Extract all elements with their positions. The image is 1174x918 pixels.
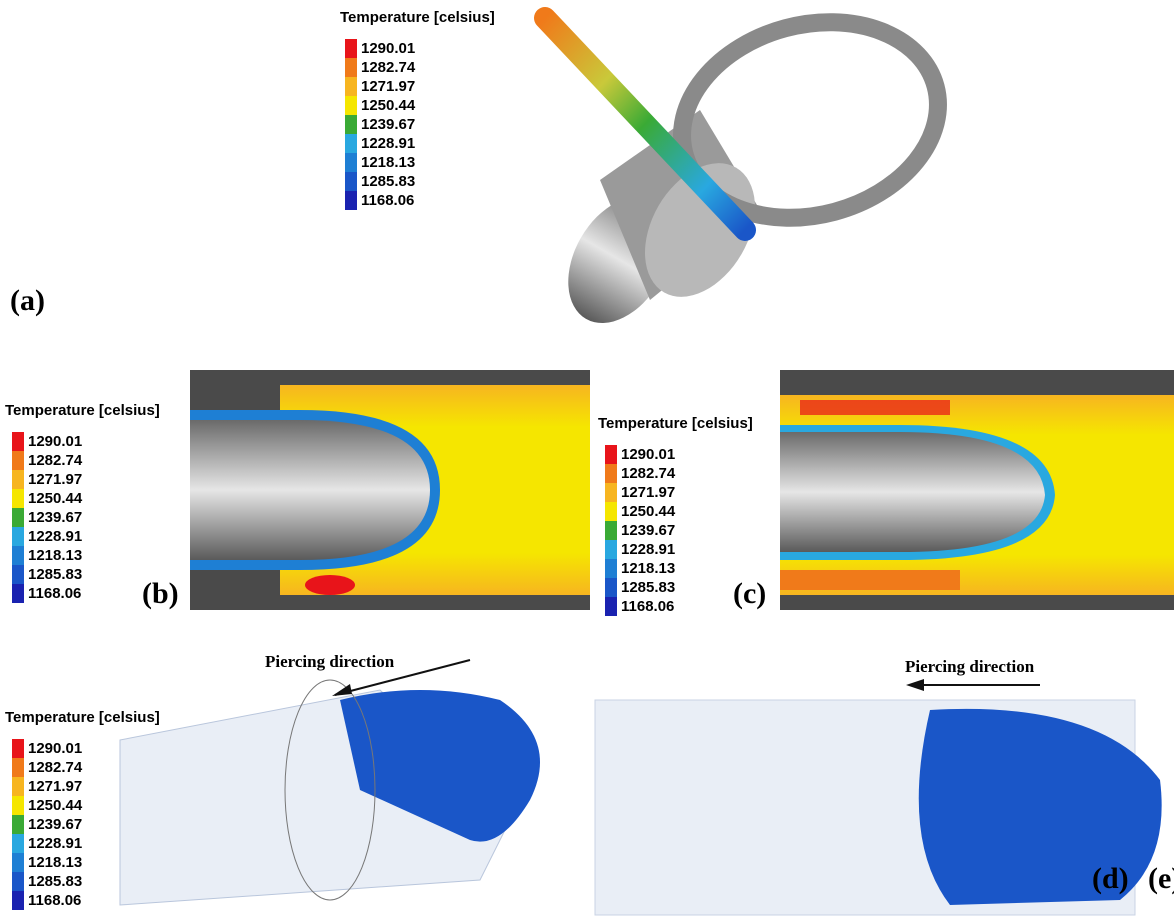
- legend-swatch: [345, 134, 357, 153]
- legend-value: 1282.74: [621, 465, 676, 482]
- legend-value: 1168.06: [361, 192, 414, 209]
- legend-value: 1239.67: [28, 509, 82, 526]
- legend-value: 1285.83: [361, 173, 415, 190]
- legend-swatch: [12, 891, 24, 910]
- legend-swatch: [12, 758, 24, 777]
- legend-value: 1290.01: [28, 433, 82, 450]
- legend-swatch: [605, 578, 617, 597]
- legend-swatch: [12, 834, 24, 853]
- legend-swatch: [345, 96, 357, 115]
- legend-value: 1218.13: [361, 154, 415, 171]
- legend-swatch: [605, 597, 617, 616]
- legend-swatch: [345, 58, 357, 77]
- legend-value: 1228.91: [361, 135, 415, 152]
- legend-value: 1228.91: [28, 835, 82, 852]
- legend-swatch: [605, 464, 617, 483]
- legend-value: 1168.06: [28, 585, 81, 602]
- legend-swatch: [12, 470, 24, 489]
- annotation: Piercing direction: [265, 652, 395, 671]
- legend-value: 1228.91: [28, 528, 82, 545]
- legend-swatch: [605, 521, 617, 540]
- legend-value: 1250.44: [621, 503, 676, 520]
- legend-title: Temperature [celsius]: [5, 402, 160, 419]
- legend-value: 1290.01: [28, 740, 82, 757]
- legend-swatch: [605, 445, 617, 464]
- legend-value: 1290.01: [621, 446, 675, 463]
- legend-value: 1271.97: [361, 78, 415, 95]
- legend-title: Temperature [celsius]: [340, 9, 495, 26]
- legend-value: 1271.97: [28, 778, 82, 795]
- legend-value: 1239.67: [28, 816, 82, 833]
- legend-value: 1271.97: [621, 484, 675, 501]
- legend-swatch: [345, 39, 357, 58]
- legend-value: 1282.74: [28, 452, 83, 469]
- render-a: [545, 0, 960, 341]
- legend-value: 1285.83: [28, 566, 82, 583]
- legend-swatch: [605, 483, 617, 502]
- legend-title: Temperature [celsius]: [5, 709, 160, 726]
- legend-value: 1282.74: [28, 759, 83, 776]
- legend-swatch: [12, 565, 24, 584]
- legend-swatch: [12, 739, 24, 758]
- legend-value: 1285.83: [28, 873, 82, 890]
- legend-swatch: [345, 77, 357, 96]
- render-c: [780, 370, 1174, 610]
- legend-swatch: [12, 508, 24, 527]
- legend-value: 1168.06: [621, 598, 674, 615]
- panel-label: (a): [10, 284, 45, 317]
- legend-swatch: [12, 815, 24, 834]
- legend-value: 1250.44: [28, 797, 83, 814]
- annotation: Piercing direction: [905, 657, 1035, 676]
- render-e: [595, 679, 1162, 915]
- legend-swatch: [12, 796, 24, 815]
- legend-swatch: [345, 172, 357, 191]
- legend-swatch: [12, 489, 24, 508]
- render-d: [120, 660, 540, 905]
- legend-value: 1168.06: [28, 892, 81, 909]
- panel-label: (d): [1092, 862, 1129, 895]
- legend-swatch: [12, 546, 24, 565]
- legend-value: 1250.44: [361, 97, 416, 114]
- legend-value: 1250.44: [28, 490, 83, 507]
- panel-label: (b): [142, 577, 179, 610]
- legend-swatch: [345, 115, 357, 134]
- legend-value: 1239.67: [361, 116, 415, 133]
- legend-swatch: [12, 527, 24, 546]
- figure: Temperature [celsius] 1290.01 1282.74 1271.…: [0, 0, 1174, 918]
- legend-value: 1218.13: [28, 854, 82, 871]
- legend-swatch: [605, 502, 617, 521]
- legend-swatch: [12, 432, 24, 451]
- panel-label: (c): [733, 577, 766, 610]
- legend-value: 1228.91: [621, 541, 675, 558]
- legend-swatch: [605, 559, 617, 578]
- legend-value: 1271.97: [28, 471, 82, 488]
- legend-value: 1285.83: [621, 579, 675, 596]
- legend-value: 1218.13: [28, 547, 82, 564]
- legend-value: 1239.67: [621, 522, 675, 539]
- legend-swatch: [12, 872, 24, 891]
- legend-swatch: [12, 584, 24, 603]
- legend-swatch: [345, 191, 357, 210]
- render-b: [190, 370, 590, 610]
- legend-swatch: [345, 153, 357, 172]
- legend-swatch: [12, 853, 24, 872]
- legend-value: 1218.13: [621, 560, 675, 577]
- legend-title: Temperature [celsius]: [598, 415, 753, 432]
- legend-value: 1290.01: [361, 40, 415, 57]
- panel-label: (e): [1148, 862, 1174, 895]
- legend-value: 1282.74: [361, 59, 416, 76]
- legend-swatch: [12, 451, 24, 470]
- legend-swatch: [12, 777, 24, 796]
- legend-swatch: [605, 540, 617, 559]
